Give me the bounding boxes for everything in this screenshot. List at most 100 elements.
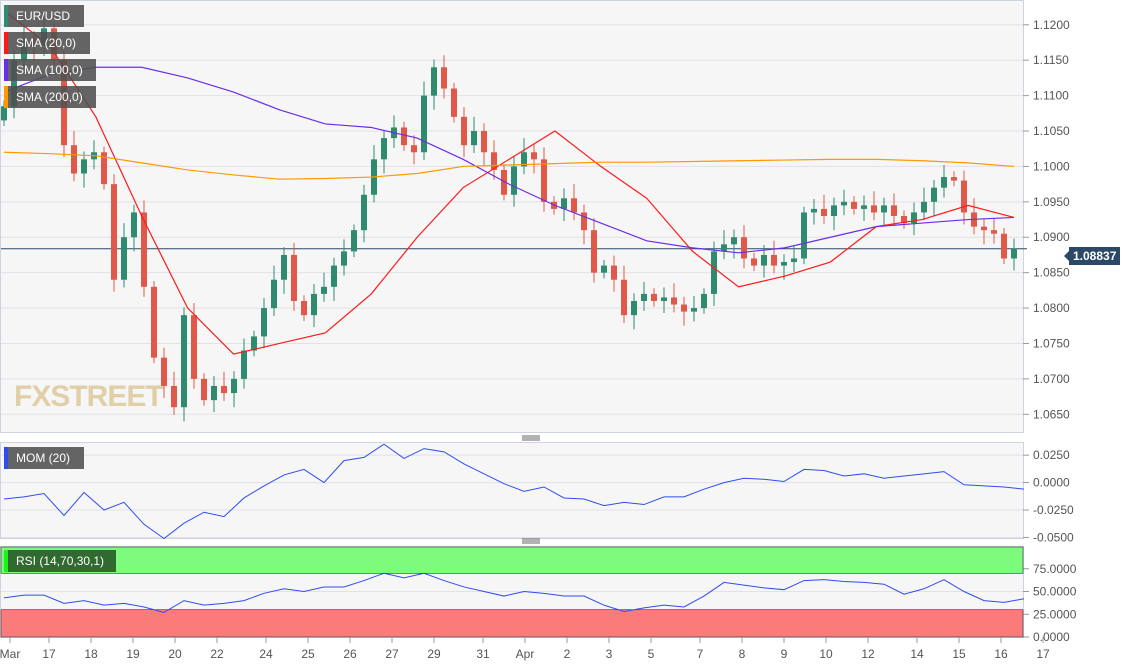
legend-label: RSI (14,70,30,1) <box>16 554 105 568</box>
candle-body <box>201 378 207 401</box>
candle <box>351 224 357 258</box>
candle <box>301 295 307 321</box>
candle <box>521 138 527 175</box>
candle-body <box>351 230 357 252</box>
candle <box>531 144 537 174</box>
candle <box>221 371 227 401</box>
candle-body <box>701 293 707 309</box>
candle-body <box>841 201 847 206</box>
candle <box>131 204 137 252</box>
candle-body <box>481 131 487 153</box>
rsi-oversold-zone <box>0 609 1024 638</box>
candle <box>671 283 677 313</box>
candle <box>841 189 847 216</box>
legend-sma100[interactable]: SMA (100,0) <box>4 59 96 81</box>
candle-body <box>141 212 147 287</box>
candle-body <box>271 279 277 309</box>
candle-body <box>671 297 677 305</box>
candle <box>691 296 697 322</box>
y-tick-label: 1.1000 <box>1033 159 1070 173</box>
candle-body <box>221 385 227 394</box>
candle-body <box>151 286 157 358</box>
candle-body <box>491 152 497 170</box>
x-tick-label: 17 <box>42 647 56 661</box>
candle-body <box>321 286 327 294</box>
x-tick-label: 22 <box>210 647 224 661</box>
candle <box>601 259 607 279</box>
y-tick-label: 1.1100 <box>1033 89 1069 103</box>
candle <box>121 223 127 288</box>
y-tick-label: 1.1200 <box>1033 18 1070 32</box>
mom-line <box>3 443 1025 540</box>
candle-body <box>581 212 587 231</box>
candle-body <box>411 145 417 153</box>
candle <box>191 303 197 389</box>
candle <box>461 106 467 158</box>
y-tick-label: 50.0000 <box>1033 585 1077 599</box>
x-tick-label: 7 <box>697 647 704 661</box>
legend-rsi[interactable]: RSI (14,70,30,1) <box>4 550 116 572</box>
candle-body <box>831 205 837 216</box>
candle <box>911 202 917 236</box>
x-tick-label: 12 <box>861 647 875 661</box>
rsi-line <box>3 572 1025 613</box>
legend-symbol[interactable]: EUR/USD <box>4 5 84 27</box>
candle-body <box>131 212 137 238</box>
candle-body <box>241 350 247 379</box>
y-tick-label: 0.0250 <box>1033 448 1070 462</box>
candle-body <box>741 237 747 259</box>
y-tick-label: 0.0000 <box>1033 476 1070 490</box>
candle-body <box>991 230 997 234</box>
sma200-swatch <box>4 86 8 108</box>
candle <box>161 347 167 399</box>
candle-body <box>641 293 647 301</box>
pane-1 <box>0 442 1024 539</box>
candle-body <box>181 315 187 408</box>
candle-body <box>591 230 597 273</box>
candle <box>961 170 967 225</box>
candle <box>811 199 817 225</box>
x-tick-label: 26 <box>343 647 357 661</box>
candle <box>101 146 107 190</box>
candle-body <box>501 169 507 195</box>
x-tick-label: 14 <box>910 647 924 661</box>
candle-body <box>791 258 797 263</box>
candle <box>951 171 957 187</box>
candle <box>231 371 237 408</box>
y-tick-label: 25.0000 <box>1033 607 1077 621</box>
symbol-swatch <box>4 5 8 27</box>
candle <box>981 218 987 245</box>
candle-body <box>171 385 177 408</box>
candle-body <box>381 138 387 160</box>
candle-body <box>251 336 257 351</box>
x-tick-label: Mar <box>0 647 20 661</box>
candle <box>451 82 457 123</box>
y-tick-label: 0.0000 <box>1033 630 1070 644</box>
candle-body <box>721 244 727 252</box>
legend-sma20[interactable]: SMA (20,0) <box>4 32 90 54</box>
candle-body <box>821 208 827 216</box>
candle <box>771 240 777 274</box>
candle <box>571 184 577 221</box>
legend-sma200[interactable]: SMA (200,0) <box>4 86 96 108</box>
candle-body <box>511 166 517 195</box>
mom-swatch <box>4 447 8 469</box>
candle-body <box>851 201 857 209</box>
y-tick-label: 1.0700 <box>1033 372 1070 386</box>
candle-body <box>1011 248 1017 259</box>
x-tick-label: 29 <box>427 647 441 661</box>
y-tick-label: -0.0500 <box>1033 530 1074 544</box>
candle <box>411 135 417 165</box>
legend-mom[interactable]: MOM (20) <box>4 447 84 469</box>
x-tick-label: 3 <box>606 647 613 661</box>
candle-body <box>571 198 577 213</box>
candle <box>331 257 337 301</box>
legend-label: SMA (200,0) <box>16 90 83 104</box>
candle-body <box>521 152 527 167</box>
y-tick-label: 1.0900 <box>1033 230 1070 244</box>
candle-body <box>471 131 477 146</box>
candle <box>741 225 747 269</box>
legend-label: SMA (20,0) <box>16 36 77 50</box>
candle-body <box>341 251 347 266</box>
